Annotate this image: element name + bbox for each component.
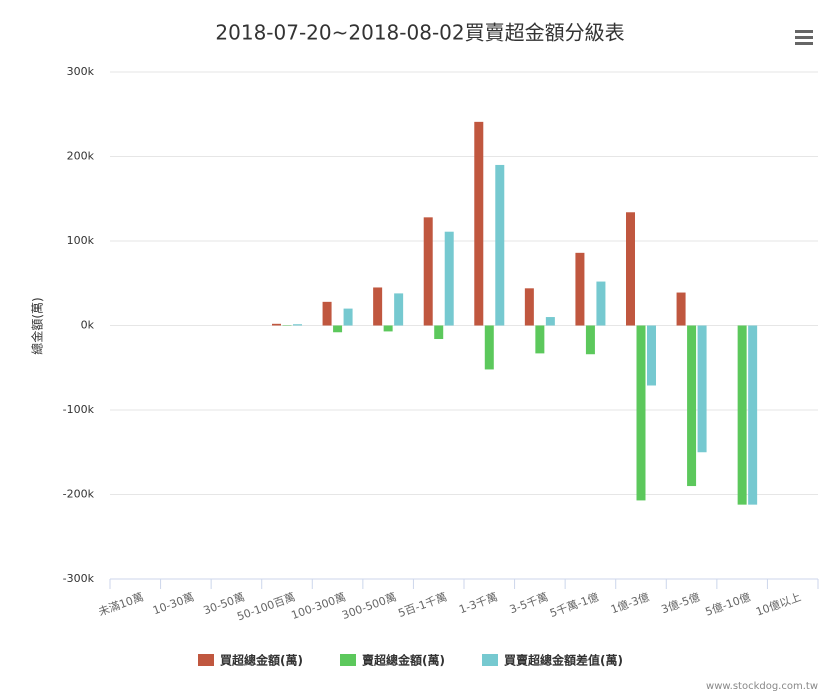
bar [423, 217, 433, 326]
legend-label: 賣超總金額(萬) [361, 653, 445, 668]
y-tick-label: 100k [67, 234, 95, 247]
bar [697, 325, 707, 453]
y-tick-label: -300k [63, 572, 95, 585]
bar [333, 325, 343, 333]
chart-title: 2018-07-20~2018-08-02買賣超金額分級表 [215, 21, 624, 45]
menu-bar [795, 36, 813, 39]
bar [383, 325, 393, 332]
y-tick-label: 0k [81, 319, 95, 332]
bar [293, 324, 302, 326]
legend-label: 買賣超總金額差值(萬) [504, 653, 623, 668]
y-tick-label: 200k [67, 150, 95, 163]
y-tick-label: 300k [67, 65, 95, 78]
x-tick-label: 5億-10億 [704, 590, 753, 618]
bar [434, 325, 444, 340]
x-tick-label: 1-3千萬 [457, 590, 499, 616]
credit: www.stockdog.com.tw [706, 681, 818, 692]
bar [394, 293, 404, 326]
x-tick-label: 3-5千萬 [508, 590, 550, 616]
y-tick-label: -200k [63, 488, 95, 501]
legend-item[interactable]: 賣超總金額(萬) [340, 653, 445, 668]
bar [687, 325, 697, 487]
bar [495, 164, 505, 326]
bar [636, 325, 646, 501]
bar [524, 288, 534, 326]
bar [535, 325, 545, 354]
x-tick-label: 5千萬-1億 [548, 590, 600, 620]
legend-item[interactable]: 買超總金額(萬) [198, 653, 303, 668]
bar [373, 287, 383, 326]
bar [626, 212, 635, 326]
bar [474, 121, 484, 326]
menu-bar [795, 42, 813, 45]
x-tick-label: 300-500萬 [340, 590, 398, 622]
y-axis-label: 總金額(萬) [30, 297, 45, 354]
y-tick-label: -100k [63, 403, 95, 416]
bar [647, 325, 656, 386]
menu-button[interactable] [795, 30, 813, 45]
x-tick-label: 1億-3億 [609, 590, 651, 616]
x-tick-label: 5百-1千萬 [396, 590, 448, 620]
x-tick-label: 10-30萬 [151, 590, 196, 617]
x-tick-label: 未滿10萬 [97, 590, 146, 618]
x-tick-label: 10億以上 [754, 590, 803, 618]
bar [676, 292, 686, 326]
bar [575, 252, 585, 326]
bar [737, 325, 747, 505]
legend-swatch [482, 654, 498, 666]
x-tick-label: 100-300萬 [290, 590, 348, 622]
bar [585, 325, 595, 355]
bar [343, 308, 353, 326]
bar [545, 317, 555, 326]
legend-swatch [198, 654, 214, 666]
legend-item[interactable]: 買賣超總金額差值(萬) [482, 653, 623, 668]
x-tick-label: 50-100百萬 [235, 590, 297, 623]
bar [272, 323, 281, 326]
bar [444, 231, 454, 326]
menu-bar [795, 30, 813, 33]
bar [322, 301, 332, 326]
legend-label: 買超總金額(萬) [220, 653, 303, 668]
x-tick-label: 3億-5億 [660, 590, 702, 616]
bar [748, 325, 758, 505]
legend-swatch [340, 654, 356, 666]
bar [596, 281, 606, 326]
bar [484, 325, 494, 370]
